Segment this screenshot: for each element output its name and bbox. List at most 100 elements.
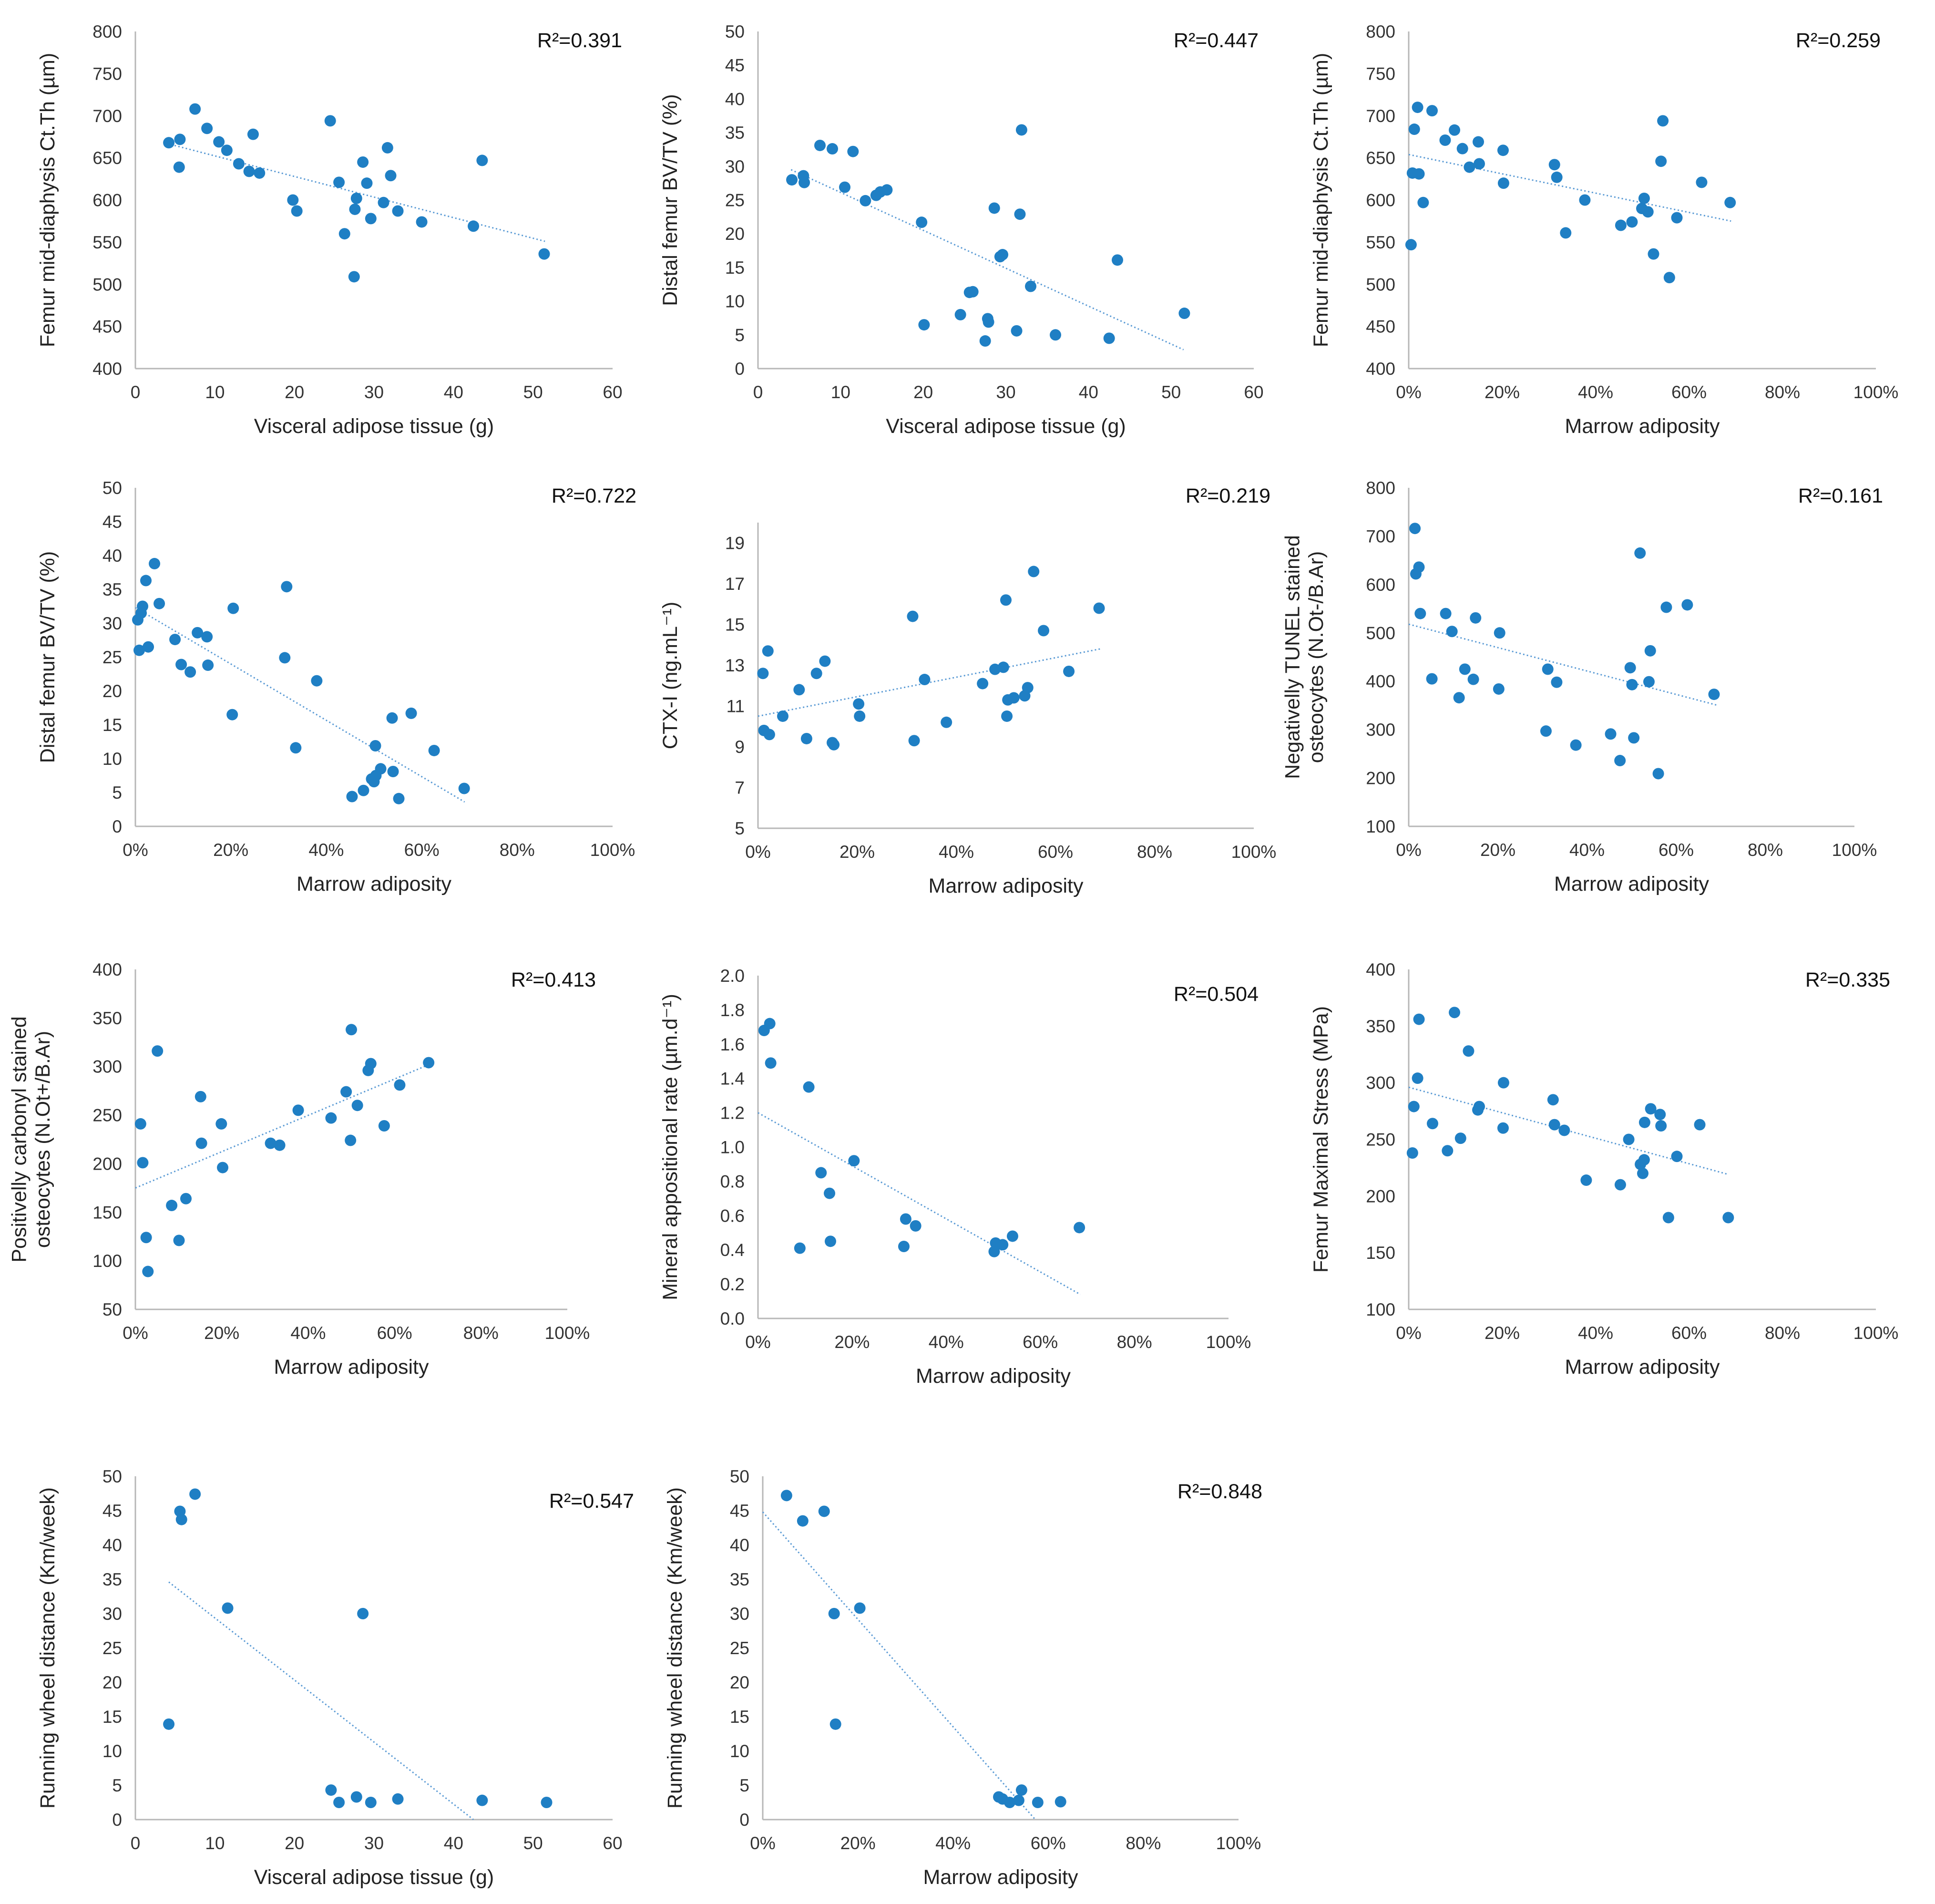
data-point (1724, 196, 1736, 208)
y-tick-label: 15 (730, 1707, 749, 1727)
data-point (1623, 1133, 1635, 1145)
data-point (954, 309, 966, 320)
data-point (349, 203, 361, 215)
data-point (1497, 144, 1509, 156)
data-point (762, 645, 774, 657)
data-point (233, 158, 245, 170)
data-point (1413, 561, 1425, 573)
r-squared-label: R²=0.413 (511, 968, 596, 991)
y-tick-label: 0.2 (720, 1275, 745, 1294)
data-point (324, 115, 336, 127)
x-tick-label: 80% (1117, 1332, 1152, 1352)
x-tick-label: 60 (603, 382, 622, 402)
y-tick-label: 0.0 (720, 1309, 745, 1328)
data-point (824, 1235, 836, 1247)
r-squared-label: R²=0.447 (1174, 29, 1259, 52)
y-tick-label: 200 (92, 1154, 122, 1173)
data-point (538, 248, 550, 260)
data-point (1463, 1045, 1474, 1057)
data-point (777, 710, 788, 722)
y-tick-label: 700 (92, 106, 122, 126)
x-tick-label: 0% (745, 842, 770, 862)
y-tick-label: 500 (1366, 275, 1395, 294)
data-point (333, 1797, 345, 1808)
data-point (898, 1241, 910, 1253)
y-tick-label: 750 (92, 64, 122, 83)
y-tick-label: 10 (730, 1741, 749, 1761)
y-axis-label: Distal femur BV/TV (%) (36, 551, 59, 763)
y-tick-label: 20 (725, 224, 745, 244)
y-tick-label: 50 (102, 478, 122, 498)
x-tick-label: 20% (840, 842, 875, 862)
data-point (1032, 1797, 1044, 1808)
x-tick-label: 50 (1161, 382, 1181, 402)
y-tick-label: 50 (102, 1300, 122, 1319)
data-point (279, 652, 291, 664)
data-point (1408, 124, 1420, 135)
data-point (1473, 1101, 1485, 1112)
x-tick-label: 0 (131, 382, 141, 402)
data-point (1008, 692, 1020, 704)
data-point (1681, 599, 1693, 611)
trend-line (790, 169, 1184, 350)
y-tick-label: 5 (112, 1776, 122, 1795)
data-point (1412, 1072, 1423, 1084)
trend-line (168, 1581, 474, 1821)
y-tick-label: 250 (92, 1106, 122, 1125)
data-point (941, 716, 952, 728)
x-tick-label: 40% (935, 1833, 971, 1853)
data-point (468, 220, 480, 232)
data-point (979, 335, 991, 347)
data-point (1459, 663, 1471, 675)
y-tick-label: 1.0 (720, 1138, 745, 1157)
data-point (1663, 272, 1675, 284)
x-tick-label: 60 (603, 1833, 622, 1853)
data-point (1000, 594, 1012, 606)
data-point (1570, 739, 1582, 751)
y-tick-label: 50 (725, 22, 745, 41)
y-tick-label: 9 (735, 737, 745, 757)
y-tick-label: 300 (1366, 1073, 1395, 1093)
x-tick-label: 80% (1137, 842, 1172, 862)
data-point (916, 216, 928, 228)
data-point (173, 1235, 185, 1246)
chart-panel-3: 400 450 500 550 600 650 700 750 800 0% 20% 40% 60% 80… (1310, 22, 1898, 438)
data-point (163, 1718, 175, 1730)
chart-panel-10: 0 5 10 15 20 25 30 35 40 45 50 0 10 20 30 40 50 60 Viscera… (36, 1467, 634, 1889)
data-point (1708, 689, 1720, 700)
data-point (217, 1162, 229, 1173)
data-point (1409, 523, 1421, 535)
data-point (281, 581, 293, 593)
data-point (247, 128, 259, 140)
x-tick-label: 20 (913, 382, 933, 402)
data-point (1493, 683, 1505, 695)
data-point (1103, 332, 1115, 344)
y-tick-label: 45 (102, 1501, 122, 1521)
y-tick-label: 5 (739, 1776, 749, 1795)
data-point (541, 1797, 553, 1808)
y-tick-label: 30 (725, 157, 745, 176)
data-point (476, 154, 488, 166)
data-point (1548, 1119, 1560, 1131)
data-point (140, 1232, 152, 1244)
x-tick-label: 40% (939, 842, 974, 862)
trend-line (762, 1511, 1036, 1820)
data-point (325, 1784, 337, 1796)
data-point (378, 1120, 390, 1132)
y-tick-label: 100 (1366, 817, 1395, 836)
data-point (154, 597, 165, 609)
x-tick-label: 20 (285, 1833, 304, 1853)
y-tick-label: 15 (102, 1707, 122, 1727)
data-point (803, 1081, 815, 1093)
data-point (1055, 1796, 1066, 1808)
data-point (918, 319, 930, 331)
x-tick-label: 80% (1748, 840, 1783, 860)
data-point (201, 631, 213, 643)
x-axis-label: Visceral adipose tissue (g) (254, 415, 494, 438)
r-squared-label: R²=0.722 (552, 484, 636, 507)
data-point (1638, 1116, 1650, 1128)
x-tick-label: 80% (500, 840, 535, 860)
data-point (416, 216, 428, 228)
data-point (860, 195, 871, 206)
y-tick-label: 10 (725, 292, 745, 311)
